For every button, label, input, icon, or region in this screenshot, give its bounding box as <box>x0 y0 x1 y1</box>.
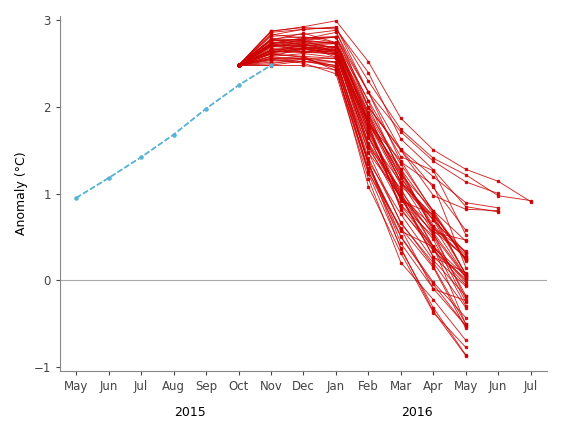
Y-axis label: Anomaly (°C): Anomaly (°C) <box>15 152 28 235</box>
Text: 2015: 2015 <box>174 406 206 419</box>
Text: 2016: 2016 <box>401 406 433 419</box>
